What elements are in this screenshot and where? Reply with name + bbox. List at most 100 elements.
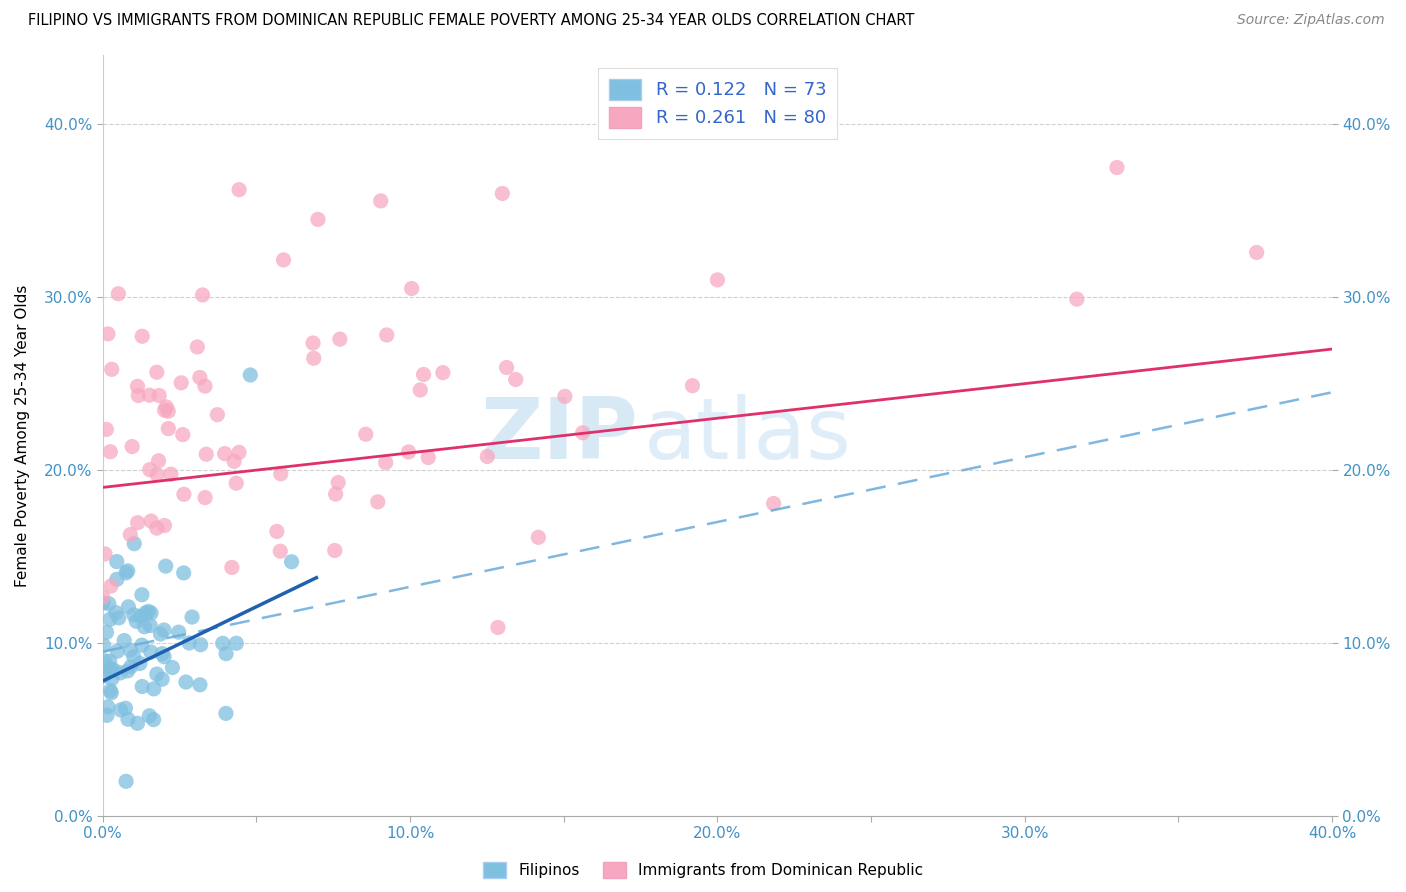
Point (103, 663, 125, 677)
Point (120, 643, 142, 657)
Point (225, 476, 247, 491)
Point (302, 336, 325, 351)
Point (157, 404, 180, 418)
Point (142, 681, 165, 696)
Point (129, 609, 152, 624)
Point (98, 664, 121, 678)
Point (104, 606, 127, 620)
Point (146, 365, 169, 379)
Point (367, 495, 389, 509)
Point (370, 194, 392, 208)
Legend: R = 0.122   N = 73, R = 0.261   N = 80: R = 0.122 N = 73, R = 0.261 N = 80 (598, 68, 837, 138)
Point (139, 618, 162, 632)
Point (122, 649, 145, 664)
Point (96, 708, 118, 723)
Point (94, 654, 117, 668)
Point (128, 657, 150, 671)
Point (1105, 161, 1128, 175)
Point (107, 286, 129, 301)
Point (125, 615, 148, 629)
Point (173, 566, 195, 580)
Point (105, 572, 128, 586)
Point (215, 706, 238, 721)
Point (160, 467, 183, 482)
Point (302, 351, 325, 366)
Point (138, 388, 160, 402)
Point (97, 597, 120, 611)
Point (94, 547, 117, 561)
Point (194, 491, 217, 505)
Point (135, 606, 157, 620)
Point (188, 678, 211, 692)
Point (139, 645, 162, 659)
Point (146, 467, 169, 482)
Point (97, 326, 120, 341)
Point (398, 445, 420, 459)
Point (505, 372, 527, 386)
Point (153, 403, 176, 417)
Point (120, 659, 142, 673)
Point (188, 370, 211, 384)
Point (146, 667, 169, 681)
Point (432, 366, 454, 380)
Point (155, 400, 177, 414)
Point (139, 606, 162, 620)
Point (101, 672, 124, 686)
Point (96, 625, 118, 640)
Point (131, 588, 153, 602)
Point (100, 662, 122, 676)
Point (228, 183, 250, 197)
Point (117, 564, 139, 578)
Point (328, 475, 350, 490)
Point (153, 623, 176, 637)
Text: ZIP: ZIP (479, 394, 637, 477)
Point (179, 636, 201, 650)
Point (110, 703, 132, 717)
Point (138, 604, 160, 618)
Point (1246, 245, 1268, 260)
Point (762, 496, 785, 510)
Point (495, 360, 517, 375)
Point (207, 408, 229, 422)
Point (146, 521, 169, 535)
Point (401, 281, 423, 295)
Text: atlas: atlas (644, 394, 852, 477)
Point (181, 610, 204, 624)
Point (120, 527, 142, 541)
Point (114, 701, 136, 715)
Point (270, 467, 292, 481)
Text: FILIPINO VS IMMIGRANTS FROM DOMINICAN REPUBLIC FEMALE POVERTY AMONG 25-34 YEAR O: FILIPINO VS IMMIGRANTS FROM DOMINICAN RE… (28, 13, 914, 29)
Point (155, 559, 177, 574)
Point (153, 649, 176, 664)
Text: Source: ZipAtlas.com: Source: ZipAtlas.com (1237, 13, 1385, 28)
Point (157, 421, 180, 435)
Point (228, 445, 250, 459)
Point (117, 599, 139, 614)
Point (98, 654, 121, 668)
Point (477, 450, 499, 464)
Point (418, 450, 440, 465)
Point (127, 716, 149, 731)
Point (354, 427, 377, 442)
Point (215, 647, 238, 661)
Point (554, 389, 576, 403)
Point (153, 518, 176, 533)
Point (98, 612, 121, 626)
Point (105, 555, 128, 569)
Point (148, 454, 170, 468)
Point (221, 560, 243, 574)
Point (1066, 292, 1088, 306)
Point (239, 368, 262, 382)
Point (681, 378, 703, 392)
Point (96, 422, 118, 436)
Point (117, 664, 139, 678)
Point (211, 636, 233, 650)
Point (121, 440, 143, 454)
Point (148, 388, 170, 402)
Point (170, 376, 193, 390)
Point (374, 456, 396, 470)
Point (149, 627, 172, 641)
Point (127, 388, 149, 402)
Point (225, 636, 247, 650)
Point (280, 555, 302, 569)
